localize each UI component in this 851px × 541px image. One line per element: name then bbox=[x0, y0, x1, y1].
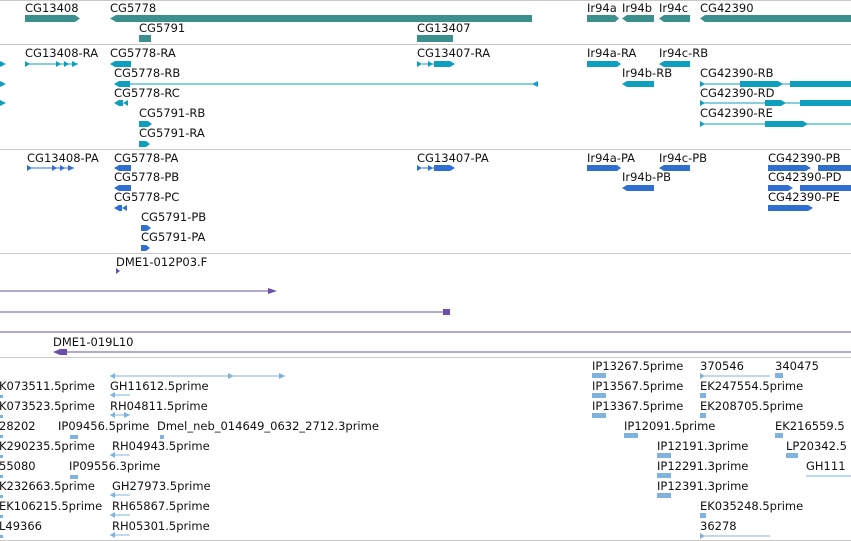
transcript-label: CG42390-RD bbox=[700, 86, 775, 100]
est-label: IP12291.3prime bbox=[657, 459, 749, 473]
est-label: Dmel_neb_014649_0632_2712.3prime bbox=[157, 419, 379, 433]
transcript-label: CG13408-RA bbox=[25, 46, 99, 60]
est-label: LP20342.5 bbox=[786, 439, 847, 453]
transcript-label: CG5778-RA bbox=[110, 46, 176, 60]
gene-bar-cg5778[interactable] bbox=[116, 15, 532, 22]
clone-label: DME1-019L10 bbox=[53, 335, 134, 349]
track-separator bbox=[0, 357, 851, 358]
gene-bar-cg5791[interactable] bbox=[139, 35, 151, 42]
protein-label: Ir94a-PA bbox=[587, 151, 636, 165]
est-label: 55080 bbox=[0, 459, 36, 473]
gene-label: CG13408 bbox=[25, 1, 79, 15]
protein-label: CG42390-PD bbox=[768, 170, 842, 184]
gene-label: CG5791 bbox=[139, 21, 186, 35]
protein-label: CG5778-PC bbox=[114, 190, 180, 204]
track-separator bbox=[0, 44, 851, 45]
est-label: IP13367.5prime bbox=[592, 399, 684, 413]
est-label: 340475 bbox=[775, 359, 819, 373]
transcript-label: CG5791-RB bbox=[139, 106, 206, 120]
transcript-label: CG42390-RB bbox=[700, 66, 774, 80]
est-label: IP09456.5prime bbox=[58, 419, 150, 433]
est-label: EK208705.5prime bbox=[700, 399, 804, 413]
est-label: 28202 bbox=[0, 419, 36, 433]
clone-label: DME1-012P03.F bbox=[116, 255, 208, 269]
protein-label: CG5778-PA bbox=[114, 151, 179, 165]
gene-label: CG42390 bbox=[700, 1, 754, 15]
protein-label: CG13408-PA bbox=[27, 151, 99, 165]
est-label: EK216559.5 bbox=[775, 419, 845, 433]
transcript-label: Ir94b-RB bbox=[622, 66, 673, 80]
est-label: RH05301.5prime bbox=[112, 519, 210, 533]
est-label: K232663.5prime bbox=[0, 479, 95, 493]
est-label: 36278 bbox=[700, 519, 737, 533]
gene-bar-cg42390[interactable] bbox=[705, 15, 851, 22]
protein-label: CG42390-PB bbox=[768, 151, 841, 165]
protein-label: CG42390-PE bbox=[768, 190, 840, 204]
transcript-label: CG13407-RA bbox=[417, 46, 491, 60]
est-label: IP09556.3prime bbox=[69, 459, 161, 473]
est-label: RH65867.5prime bbox=[112, 499, 210, 513]
transcript-label: CG5778-RB bbox=[114, 66, 181, 80]
est-label: EK106215.5prime bbox=[0, 499, 103, 513]
est-label: GH111 bbox=[806, 459, 846, 473]
transcript-glyphs bbox=[0, 61, 851, 147]
transcript-label: CG5778-RC bbox=[114, 86, 180, 100]
transcript-label: CG5791-RA bbox=[139, 126, 205, 140]
gene-bar-ir94c[interactable] bbox=[664, 15, 690, 22]
gene-label: Ir94b bbox=[622, 1, 653, 15]
est-label: K073511.5prime bbox=[0, 379, 95, 393]
est-label: RH04811.5prime bbox=[110, 399, 208, 413]
bac-clone-glyphs bbox=[0, 268, 851, 355]
est-label: K290235.5prime bbox=[0, 439, 95, 453]
est-label: RH04943.5prime bbox=[112, 439, 210, 453]
gene-bar-cg13408[interactable] bbox=[25, 15, 75, 22]
est-label: K073523.5prime bbox=[0, 399, 95, 413]
est-label: L49366 bbox=[0, 519, 42, 533]
transcript-label: Ir94c-RB bbox=[659, 46, 709, 60]
protein-label: CG5791-PB bbox=[141, 210, 207, 224]
gene-label: Ir94c bbox=[659, 1, 689, 15]
gene-bar-ir94a[interactable] bbox=[587, 15, 615, 22]
protein-label: Ir94b-PB bbox=[622, 170, 672, 184]
est-label: IP12391.3prime bbox=[657, 479, 749, 493]
gene-span-glyphs bbox=[25, 15, 851, 42]
est-label: GH27973.5prime bbox=[112, 479, 211, 493]
gene-bar-cg13407[interactable] bbox=[417, 35, 453, 42]
clone-end-marker[interactable] bbox=[116, 268, 120, 274]
est-label: EK247554.5prime bbox=[700, 379, 804, 393]
est-label: 370546 bbox=[700, 359, 744, 373]
transcript-label: CG42390-RE bbox=[700, 106, 773, 120]
gene-label: CG13407 bbox=[417, 21, 471, 35]
est-label: IP12191.3prime bbox=[657, 439, 749, 453]
gene-label: Ir94a bbox=[587, 1, 617, 15]
gene-label: CG5778 bbox=[110, 1, 157, 15]
est-label: IP13567.5prime bbox=[592, 379, 684, 393]
track-separator bbox=[0, 149, 851, 150]
protein-label: CG5791-PA bbox=[141, 230, 206, 244]
protein-label: Ir94c-PB bbox=[659, 151, 708, 165]
est-label: EK035248.5prime bbox=[700, 499, 804, 513]
protein-label: CG13407-PA bbox=[417, 151, 489, 165]
gene-bar-ir94b[interactable] bbox=[627, 15, 654, 22]
est-label: GH11612.5prime bbox=[110, 379, 209, 393]
est-label: IP12091.5prime bbox=[624, 419, 716, 433]
est-label: IP13267.5prime bbox=[592, 359, 684, 373]
protein-glyphs bbox=[27, 165, 851, 251]
track-separator bbox=[0, 0, 851, 1]
transcript-label: Ir94a-RA bbox=[587, 46, 637, 60]
track-separator bbox=[0, 253, 851, 254]
protein-label: CG5778-PB bbox=[114, 170, 180, 184]
